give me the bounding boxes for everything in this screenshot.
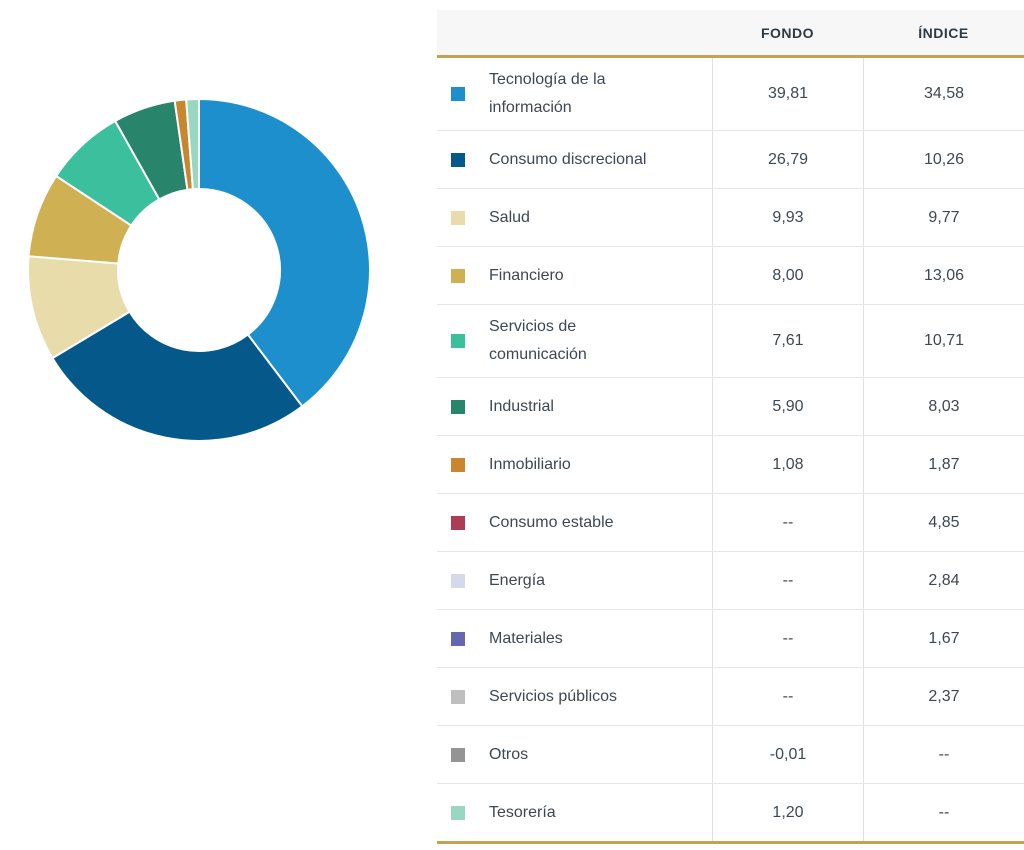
donut-chart-container — [26, 97, 372, 443]
table-row: Tesorería 1,20 -- — [437, 783, 1024, 841]
fondo-value: -- — [712, 610, 863, 667]
fondo-value: 9,93 — [712, 189, 863, 246]
sector-color-swatch — [451, 515, 465, 530]
indice-value: 2,37 — [863, 668, 1024, 725]
sector-label: Financiero — [489, 266, 564, 284]
header-indice: ÍNDICE — [918, 24, 969, 41]
table-row: Industrial 5,90 8,03 — [437, 377, 1024, 435]
sector-cell: Servicios públicos — [437, 675, 712, 719]
fondo-value: -- — [712, 494, 863, 551]
sector-cell: Industrial — [437, 385, 712, 429]
sector-color-swatch — [451, 87, 465, 101]
fondo-value: 8,00 — [712, 247, 863, 304]
fondo-value: -- — [712, 552, 863, 609]
table-row: Energía -- 2,84 — [437, 551, 1024, 609]
donut-chart — [27, 97, 371, 442]
indice-value: 1,67 — [863, 610, 1024, 667]
sector-color-swatch — [451, 573, 465, 588]
sector-label: Consumo estable — [489, 513, 614, 531]
indice-value: 8,03 — [863, 378, 1024, 435]
table-row: Materiales -- 1,67 — [437, 609, 1024, 667]
indice-value: -- — [863, 726, 1024, 783]
sector-color-swatch — [451, 689, 465, 704]
indice-value: 1,87 — [863, 436, 1024, 493]
sector-allocation-table: FONDO ÍNDICE Tecnología de la informació… — [437, 10, 1024, 844]
indice-value: 34,58 — [863, 58, 1024, 130]
donut-segment[interactable] — [51, 310, 304, 442]
fondo-value: 7,61 — [712, 305, 863, 377]
table-body: Tecnología de la información 39,81 34,58 Co… — [437, 58, 1024, 844]
indice-value: 10,71 — [863, 305, 1024, 377]
donut-segment[interactable] — [185, 97, 200, 191]
sector-cell: Consumo estable — [437, 501, 712, 545]
indice-value: 13,06 — [863, 247, 1024, 304]
donut-segment[interactable] — [198, 97, 371, 408]
sector-cell: Materiales — [437, 617, 712, 661]
sector-cell: Inmobiliario — [437, 443, 712, 487]
sector-cell: Salud — [437, 196, 712, 240]
sector-color-swatch — [451, 747, 465, 762]
sector-cell: Tesorería — [437, 791, 712, 835]
table-row: Salud 9,93 9,77 — [437, 188, 1024, 246]
table-row: Otros -0,01 -- — [437, 725, 1024, 783]
sector-label: Industrial — [489, 397, 554, 415]
header-fondo: FONDO — [760, 24, 815, 41]
sector-cell: Financiero — [437, 254, 712, 298]
sector-color-swatch — [451, 805, 465, 820]
sector-label: Inmobiliario — [489, 455, 571, 473]
sector-label: Materiales — [489, 629, 563, 647]
sector-color-swatch — [451, 152, 465, 167]
sector-label: Salud — [489, 208, 530, 226]
sector-cell: Consumo discrecional — [437, 138, 712, 182]
sector-color-swatch — [451, 268, 465, 283]
fondo-value: -- — [712, 668, 863, 725]
table-row: Servicios públicos -- 2,37 — [437, 667, 1024, 725]
sector-cell: Tecnología de la información — [437, 58, 712, 130]
sector-label: Tecnología de la información — [489, 71, 606, 116]
sector-label: Servicios de comunicación — [489, 318, 587, 363]
sector-color-swatch — [451, 399, 465, 414]
sector-color-swatch — [451, 210, 465, 225]
table-row: Consumo estable -- 4,85 — [437, 493, 1024, 551]
sector-color-swatch — [451, 631, 465, 646]
sector-cell: Energía — [437, 559, 712, 603]
indice-value: -- — [863, 784, 1024, 841]
indice-value: 9,77 — [863, 189, 1024, 246]
table-row: Servicios de comunicación 7,61 10,71 — [437, 304, 1024, 377]
sector-label: Energía — [489, 571, 546, 589]
table-row: Tecnología de la información 39,81 34,58 — [437, 58, 1024, 130]
table-row: Financiero 8,00 13,06 — [437, 246, 1024, 304]
sector-color-swatch — [451, 334, 465, 348]
indice-value: 2,84 — [863, 552, 1024, 609]
indice-value: 4,85 — [863, 494, 1024, 551]
sector-cell: Servicios de comunicación — [437, 305, 712, 377]
sector-label: Otros — [489, 745, 529, 763]
table-header-row: FONDO ÍNDICE — [437, 10, 1024, 58]
fondo-value: 1,20 — [712, 784, 863, 841]
table-row: Inmobiliario 1,08 1,87 — [437, 435, 1024, 493]
sector-label: Tesorería — [489, 803, 556, 821]
indice-value: 10,26 — [863, 131, 1024, 188]
fondo-value: 26,79 — [712, 131, 863, 188]
fondo-value: 5,90 — [712, 378, 863, 435]
fondo-value: 1,08 — [712, 436, 863, 493]
fondo-value: 39,81 — [712, 58, 863, 130]
sector-cell: Otros — [437, 733, 712, 777]
sector-color-swatch — [451, 457, 465, 472]
table-row: Consumo discrecional 26,79 10,26 — [437, 130, 1024, 188]
fondo-value: -0,01 — [712, 726, 863, 783]
sector-label: Servicios públicos — [489, 687, 618, 705]
sector-label: Consumo discrecional — [489, 150, 647, 168]
